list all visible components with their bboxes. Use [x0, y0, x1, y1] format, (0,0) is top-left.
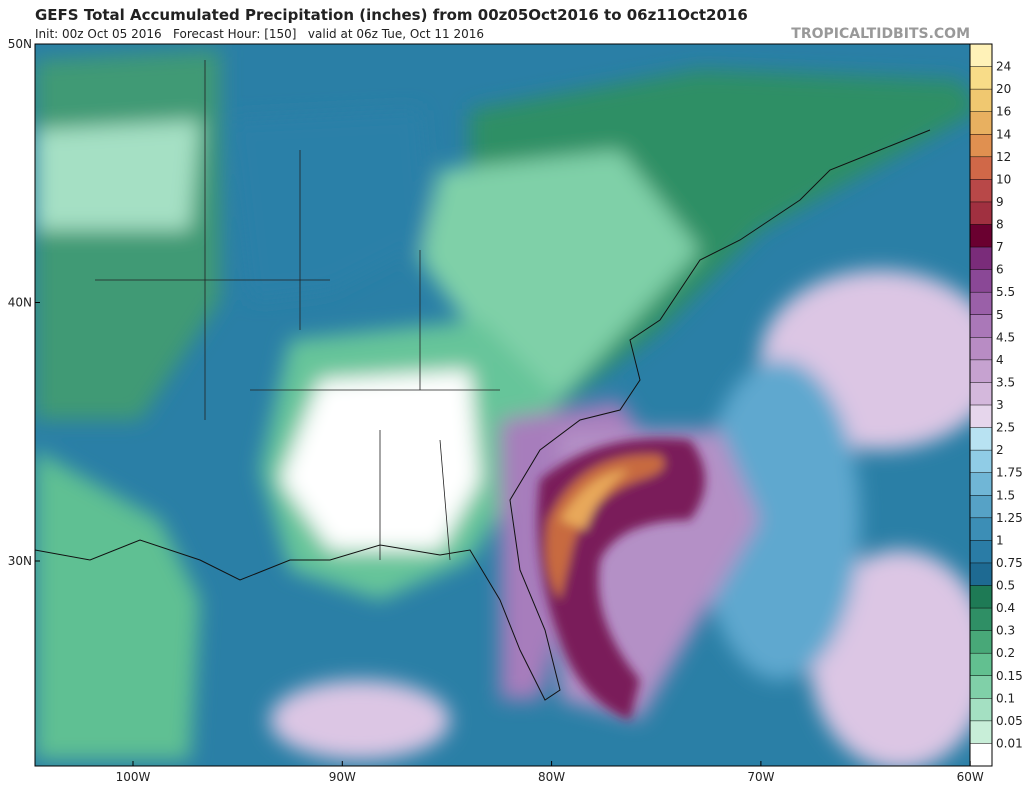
lon-label: 60W — [957, 770, 984, 784]
colorbar-label: 0.2 — [996, 646, 1015, 660]
colorbar-box — [970, 608, 992, 631]
colorbar-label: 5.5 — [996, 285, 1015, 299]
colorbar-box — [970, 247, 992, 270]
lat-label: 50N — [8, 37, 32, 51]
colorbar-label: 5 — [996, 308, 1004, 322]
colorbar-box — [970, 111, 992, 135]
colorbar-box — [970, 562, 992, 586]
colorbar-label: 2.5 — [996, 421, 1015, 435]
colorbar-label: 0.75 — [996, 556, 1023, 570]
colorbar-box — [970, 179, 992, 202]
lon-label: 90W — [329, 770, 356, 784]
colorbar-label: 8 — [996, 218, 1004, 232]
lat-label: 30N — [8, 554, 32, 568]
colorbar-label: 12 — [996, 150, 1011, 164]
colorbar-label: 14 — [996, 127, 1011, 141]
colorbar-label: 9 — [996, 195, 1004, 209]
colorbar-box — [970, 44, 992, 67]
colorbar-label: 4 — [996, 353, 1004, 367]
colorbar-box — [970, 382, 992, 405]
colorbar-box — [970, 653, 992, 676]
colorbar-label: 6 — [996, 263, 1004, 277]
lon-label: 80W — [538, 770, 565, 784]
colorbar: 24 20 16 14 12 10 9 8 7 6 5.5 5 4.5 4 3.5 3 2.5 2 1.75 1.5 1… — [969, 43, 1023, 767]
colorbar-box — [970, 292, 992, 315]
colorbar-label: 0.4 — [996, 601, 1015, 615]
colorbar-box — [970, 134, 992, 157]
colorbar-label: 16 — [996, 105, 1011, 119]
colorbar-box — [970, 540, 992, 563]
colorbar-label: 2 — [996, 443, 1004, 457]
colorbar-label: 10 — [996, 172, 1011, 186]
colorbar-box — [970, 66, 992, 90]
colorbar-label: 0.5 — [996, 579, 1015, 593]
colorbar-label: 4.5 — [996, 330, 1015, 344]
lon-label: 70W — [747, 770, 774, 784]
colorbar-label: 20 — [996, 82, 1011, 96]
colorbar-label: 1 — [996, 533, 1004, 547]
colorbar-box — [970, 359, 992, 383]
colorbar-label: 1.5 — [996, 488, 1015, 502]
colorbar-box — [970, 314, 992, 338]
watermark: TROPICALTIDBITS.COM — [791, 26, 970, 42]
colorbar-label: 3.5 — [996, 375, 1015, 389]
colorbar-box — [970, 495, 992, 518]
precip-map — [35, 44, 970, 766]
colorbar-box — [970, 585, 992, 609]
colorbar-box — [970, 675, 992, 699]
colorbar-label: 0.05 — [996, 714, 1023, 728]
colorbar-box — [970, 472, 992, 496]
colorbar-label: 0.15 — [996, 669, 1023, 683]
colorbar-label: 0.3 — [996, 624, 1015, 638]
colorbar-box — [970, 405, 992, 428]
axis-labels: 50N 40N 30N 100W 90W 80W 70W 60W — [8, 37, 984, 784]
colorbar-box — [970, 517, 992, 541]
colorbar-box — [970, 450, 992, 473]
colorbar-label: 7 — [996, 240, 1004, 254]
colorbar-label: 3 — [996, 398, 1004, 412]
colorbar-box — [970, 156, 992, 180]
colorbar-box — [970, 337, 992, 360]
colorbar-box — [970, 698, 992, 721]
lat-label: 40N — [8, 296, 32, 310]
lon-label: 100W — [116, 770, 151, 784]
colorbar-box — [970, 720, 992, 744]
colorbar-box — [970, 224, 992, 248]
title: GEFS Total Accumulated Precipitation (in… — [35, 6, 748, 24]
colorbar-label: 0.1 — [996, 691, 1015, 705]
colorbar-box — [970, 743, 992, 766]
colorbar-box — [970, 427, 992, 451]
subtitle: Init: 00z Oct 05 2016 Forecast Hour: [15… — [35, 27, 484, 41]
colorbar-label: 0.01 — [996, 736, 1023, 750]
colorbar-box — [970, 89, 992, 112]
colorbar-box — [970, 201, 992, 225]
colorbar-box — [970, 630, 992, 654]
colorbar-label: 24 — [996, 60, 1011, 74]
colorbar-label: 1.75 — [996, 466, 1023, 480]
colorbar-box — [970, 269, 992, 293]
colorbar-label: 1.25 — [996, 511, 1023, 525]
